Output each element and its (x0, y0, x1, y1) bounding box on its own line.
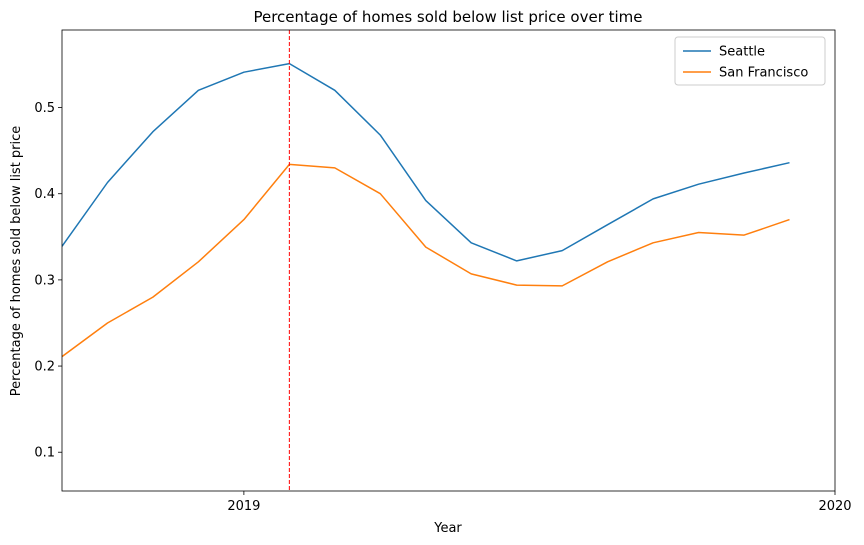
y-tick-label: 0.3 (34, 273, 55, 288)
plot-area: 0.1 0.2 0.3 0.4 0.5 2019 2020 Seattle San Franci… (34, 29, 852, 514)
legend: Seattle San Francisco (674, 36, 826, 86)
x-tick-label: 2019 (227, 499, 260, 514)
series-group (62, 62, 790, 358)
series-line-seattle (62, 62, 790, 262)
y-tick-label: 0.1 (34, 446, 55, 461)
chart-title: Percentage of homes sold below list pric… (253, 8, 642, 26)
y-tick-label: 0.5 (34, 101, 55, 116)
y-tick-label: 0.4 (34, 187, 55, 202)
legend-box (674, 36, 826, 86)
x-tick-label: 2020 (818, 499, 851, 514)
y-axis-label: Percentage of homes sold below list pric… (9, 126, 24, 397)
axes-frame (61, 29, 836, 492)
series-line-san-francisco (62, 163, 790, 358)
legend-entry: Seattle (719, 45, 765, 60)
y-tick-label: 0.2 (34, 360, 55, 375)
legend-entry: San Francisco (719, 66, 808, 81)
x-axis-label: Year (433, 521, 462, 536)
